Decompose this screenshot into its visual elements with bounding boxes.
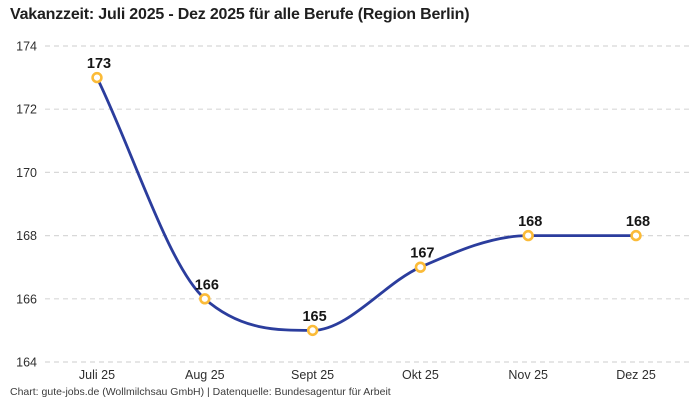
data-point-label: 167	[410, 246, 434, 262]
data-point-label: 166	[195, 277, 219, 293]
x-tick-label: Nov 25	[508, 368, 548, 382]
chart-footer: Chart: gute-jobs.de (Wollmilchsau GmbH) …	[10, 386, 391, 398]
x-tick-label: Sept 25	[291, 368, 334, 382]
y-tick-label: 166	[16, 292, 37, 306]
data-point-label: 168	[518, 214, 542, 230]
data-point-marker	[91, 71, 103, 84]
x-tick-label: Okt 25	[402, 368, 439, 382]
data-point-marker	[414, 261, 427, 273]
data-point-label: 165	[302, 309, 326, 325]
data-point-label: 173	[87, 56, 111, 72]
data-point-marker	[306, 324, 319, 337]
y-tick-label: 168	[16, 229, 37, 243]
x-tick-label: Aug 25	[185, 368, 225, 382]
series-line	[95, 76, 638, 332]
chart-title: Vakanzzeit: Juli 2025 - Dez 2025 für all…	[10, 6, 470, 23]
data-point-marker	[199, 293, 211, 305]
y-tick-label: 174	[16, 40, 37, 54]
y-tick-label: 170	[16, 166, 37, 180]
x-tick-label: Juli 25	[79, 368, 115, 382]
y-tick-label: 164	[16, 356, 37, 370]
data-point-label: 168	[626, 214, 650, 230]
data-point-marker	[630, 229, 642, 242]
x-tick-label: Dez 25	[616, 368, 656, 382]
y-tick-label: 172	[16, 103, 37, 117]
data-point-marker	[522, 229, 534, 242]
